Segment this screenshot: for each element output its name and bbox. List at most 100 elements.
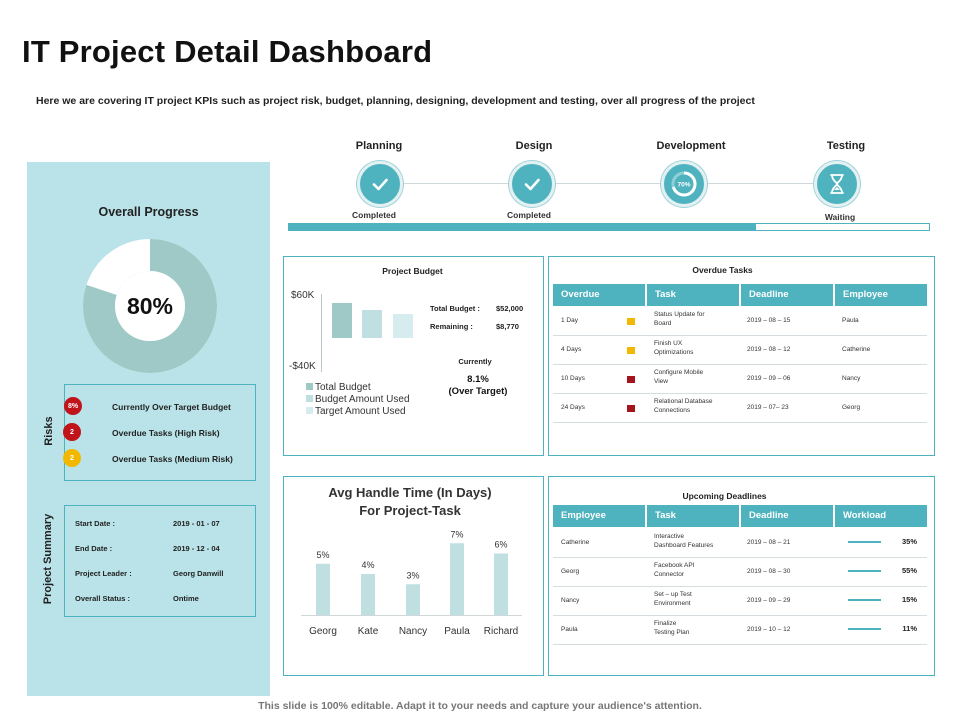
legend-swatch (306, 395, 313, 402)
overall-progress-title: Overall Progress (98, 205, 199, 219)
chart-category-label: Richard (484, 626, 518, 637)
bar-budget-used (362, 310, 382, 338)
overall-progress-donut (83, 239, 217, 373)
workload-value: 11% (902, 624, 917, 633)
legend-text: Budget Amount Used (315, 394, 410, 405)
overdue-days: 4 Days (561, 346, 582, 353)
legend-text: Total Budget (315, 382, 371, 393)
overdue-task-line2: View (654, 378, 668, 385)
legend-swatch (306, 407, 313, 414)
project-summary-label: Project Summary (42, 513, 54, 605)
chart-bar (361, 574, 375, 615)
upcoming-task-line2: Environment (654, 600, 691, 607)
chart-data-label: 3% (406, 570, 419, 580)
phase-planning-status: Completed (352, 210, 396, 220)
overdue-task-line2: Connections (654, 407, 691, 414)
legend-text: Target Amount Used (315, 406, 406, 417)
remaining-label: Remaining : (430, 322, 473, 331)
check-icon (372, 178, 388, 191)
handle-time-title-line2: For Project-Task (359, 503, 461, 518)
upcoming-deadline: 2019 – 08 – 21 (747, 539, 791, 546)
summary-status-label: Overall Status : (75, 594, 131, 603)
currently-label: Currently (458, 357, 492, 366)
budget-legend: Total Budget Budget Amount Used Target A… (306, 382, 410, 418)
phase-connector-line (378, 183, 848, 184)
footer-note: This slide is 100% editable. Adapt it to… (258, 700, 702, 712)
chart-bar (406, 584, 420, 615)
overdue-employee: Paula (842, 317, 859, 324)
overdue-col-overdue[interactable]: Overdue (561, 289, 600, 300)
overdue-tasks-title: Overdue Tasks (692, 265, 753, 275)
overdue-col-task[interactable]: Task (655, 289, 676, 300)
chart-category-label: Kate (358, 626, 379, 637)
upcoming-employee: Paula (561, 626, 578, 633)
phase-design-label: Design (515, 140, 553, 152)
phase-design-circle[interactable] (509, 161, 555, 207)
flag-square-icon (627, 347, 635, 354)
handle-time-title: Avg Handle Time (In Days) For Project-Ta… (283, 484, 537, 520)
legend-item: Budget Amount Used (306, 394, 410, 406)
risk-badge-high: 2 (63, 423, 81, 441)
chart-data-label: 6% (494, 540, 507, 550)
project-budget-card (283, 256, 544, 456)
upcoming-task-line2: Testing Plan (654, 629, 690, 636)
phase-development-label: Development (656, 140, 726, 152)
row-divider (553, 586, 927, 587)
workload-value: 55% (901, 566, 917, 575)
chart-category-label: Nancy (399, 626, 427, 637)
workload-bar (848, 628, 881, 630)
upcoming-task-line1: Interactive (654, 533, 684, 540)
timeline-progress-fill (289, 224, 757, 230)
upcoming-col-employee[interactable]: Employee (561, 510, 606, 521)
flag-square-icon (627, 318, 635, 325)
upcoming-task-line2: Connector (654, 571, 684, 578)
risk-text-high: Overdue Tasks (High Risk) (112, 428, 220, 438)
upcoming-table-header: Employee Task Deadline Workload (553, 505, 927, 527)
upcoming-deadline: 2019 – 10 – 12 (747, 626, 791, 633)
overdue-employee: Georg (842, 404, 861, 411)
overdue-deadline: 2019 – 07– 23 (747, 404, 789, 411)
phase-planning-circle[interactable] (357, 161, 403, 207)
upcoming-deadline: 2019 – 08 – 30 (747, 568, 791, 575)
risk-badge-budget: 8% (64, 397, 82, 415)
total-budget-label: Total Budget : (430, 304, 480, 313)
upcoming-col-workload[interactable]: Workload (843, 510, 887, 521)
workload-bar (848, 570, 881, 572)
chart-data-label: 7% (450, 530, 463, 539)
summary-start-value: 2019 - 01 - 07 (173, 519, 220, 528)
overdue-col-deadline[interactable]: Deadline (749, 289, 789, 300)
row-divider (553, 615, 927, 616)
phase-development-circle[interactable]: 70% (661, 161, 707, 207)
overdue-task-line2: Optimizations (654, 349, 694, 356)
workload-bar (848, 541, 881, 543)
remaining-value: $8,770 (496, 322, 519, 331)
overdue-col-employee[interactable]: Employee (843, 289, 888, 300)
project-budget-title: Project Budget (382, 266, 443, 276)
chart-data-label: 4% (361, 560, 374, 570)
row-divider (553, 422, 927, 423)
overdue-deadline: 2019 – 09 – 06 (747, 375, 791, 382)
currently-note: (Over Target) (448, 386, 508, 397)
upcoming-col-deadline[interactable]: Deadline (749, 510, 789, 521)
page-title: IT Project Detail Dashboard (22, 34, 433, 69)
flag-square-icon (627, 405, 635, 412)
upcoming-col-task[interactable]: Task (655, 510, 676, 521)
bar-total-budget (332, 303, 352, 338)
overdue-task-line2: Board (654, 320, 672, 327)
upcoming-task-line1: Facebook API (654, 562, 695, 569)
overdue-task-line1: Relational Database (654, 398, 713, 405)
legend-swatch (306, 383, 313, 390)
upcoming-deadlines-title: Upcoming Deadlines (682, 491, 767, 501)
bar-target-used (393, 314, 413, 338)
overdue-task-line1: Status Update for (654, 311, 705, 318)
budget-axis-bottom: -$40K (289, 361, 316, 372)
row-divider (553, 364, 927, 365)
budget-axis-top: $60K (291, 290, 315, 301)
progress-ring-icon: 70% (671, 171, 697, 197)
summary-leader-label: Project Leader : (75, 569, 132, 578)
phase-planning-label: Planning (355, 140, 403, 152)
phase-testing-label: Testing (826, 140, 866, 152)
overdue-table-header: Overdue Task Deadline Employee (553, 284, 927, 306)
phase-testing-circle[interactable] (814, 161, 860, 207)
summary-start-label: Start Date : (75, 519, 116, 528)
